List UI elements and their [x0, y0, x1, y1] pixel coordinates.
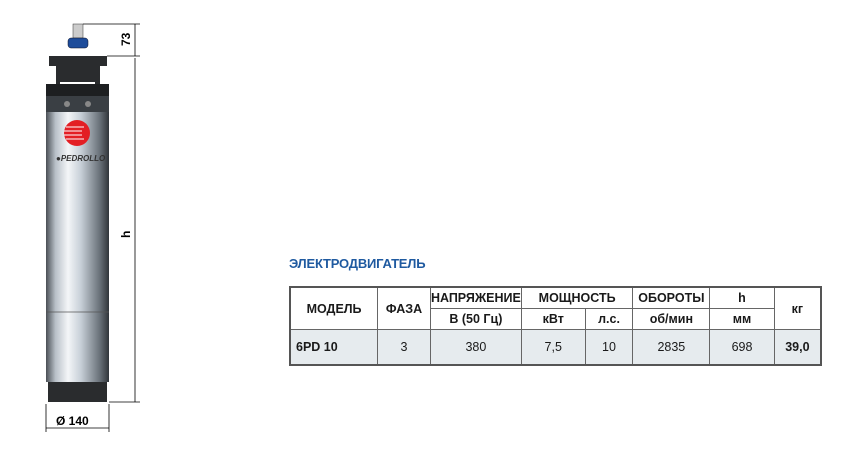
cell-model: 6PD 10 [289, 329, 379, 366]
header-voltage-unit: В (50 Гц) [429, 308, 522, 330]
cell-weight: 39,0 [773, 329, 822, 366]
specs-table: МОДЕЛЬ ФАЗА НАПРЯЖЕНИЕ МОЩНОСТЬ ОБОРОТЫ … [289, 286, 822, 366]
dimension-lines [45, 23, 140, 432]
dim-height-label: h [119, 231, 133, 238]
header-speed: ОБОРОТЫ [632, 286, 711, 309]
svg-text:●PEDROLLO: ●PEDROLLO [56, 154, 106, 163]
cell-voltage: 380 [429, 329, 522, 366]
cell-speed: 2835 [632, 329, 711, 366]
cell-h: 698 [709, 329, 775, 366]
cell-kw: 7,5 [520, 329, 586, 366]
dim-top-label: 73 [119, 32, 133, 46]
cell-phase: 3 [377, 329, 431, 366]
header-voltage: НАПРЯЖЕНИЕ [429, 286, 522, 309]
shaft [67, 23, 89, 49]
pedrollo-logo: ●PEDROLLO [56, 120, 106, 163]
header-weight: кг [773, 286, 822, 330]
header-phase: ФАЗА [377, 286, 431, 330]
section-title: ЭЛЕКТРОДВИГАТЕЛЬ [289, 256, 426, 271]
dim-diameter-label: Ø 140 [56, 414, 89, 428]
header-hp: л.с. [584, 308, 634, 330]
header-kw: кВт [520, 308, 586, 330]
motor-body [46, 112, 109, 382]
cell-hp: 10 [584, 329, 634, 366]
header-h: h [709, 286, 775, 309]
table-row: 6PD 10 3 380 7,5 10 2835 698 39,0 [289, 329, 822, 366]
motor-head [46, 56, 109, 112]
header-speed-unit: об/мин [632, 308, 711, 330]
motor-base [48, 382, 107, 402]
header-power: МОЩНОСТЬ [520, 286, 634, 309]
header-h-unit: мм [709, 308, 775, 330]
header-model: МОДЕЛЬ [289, 286, 379, 330]
